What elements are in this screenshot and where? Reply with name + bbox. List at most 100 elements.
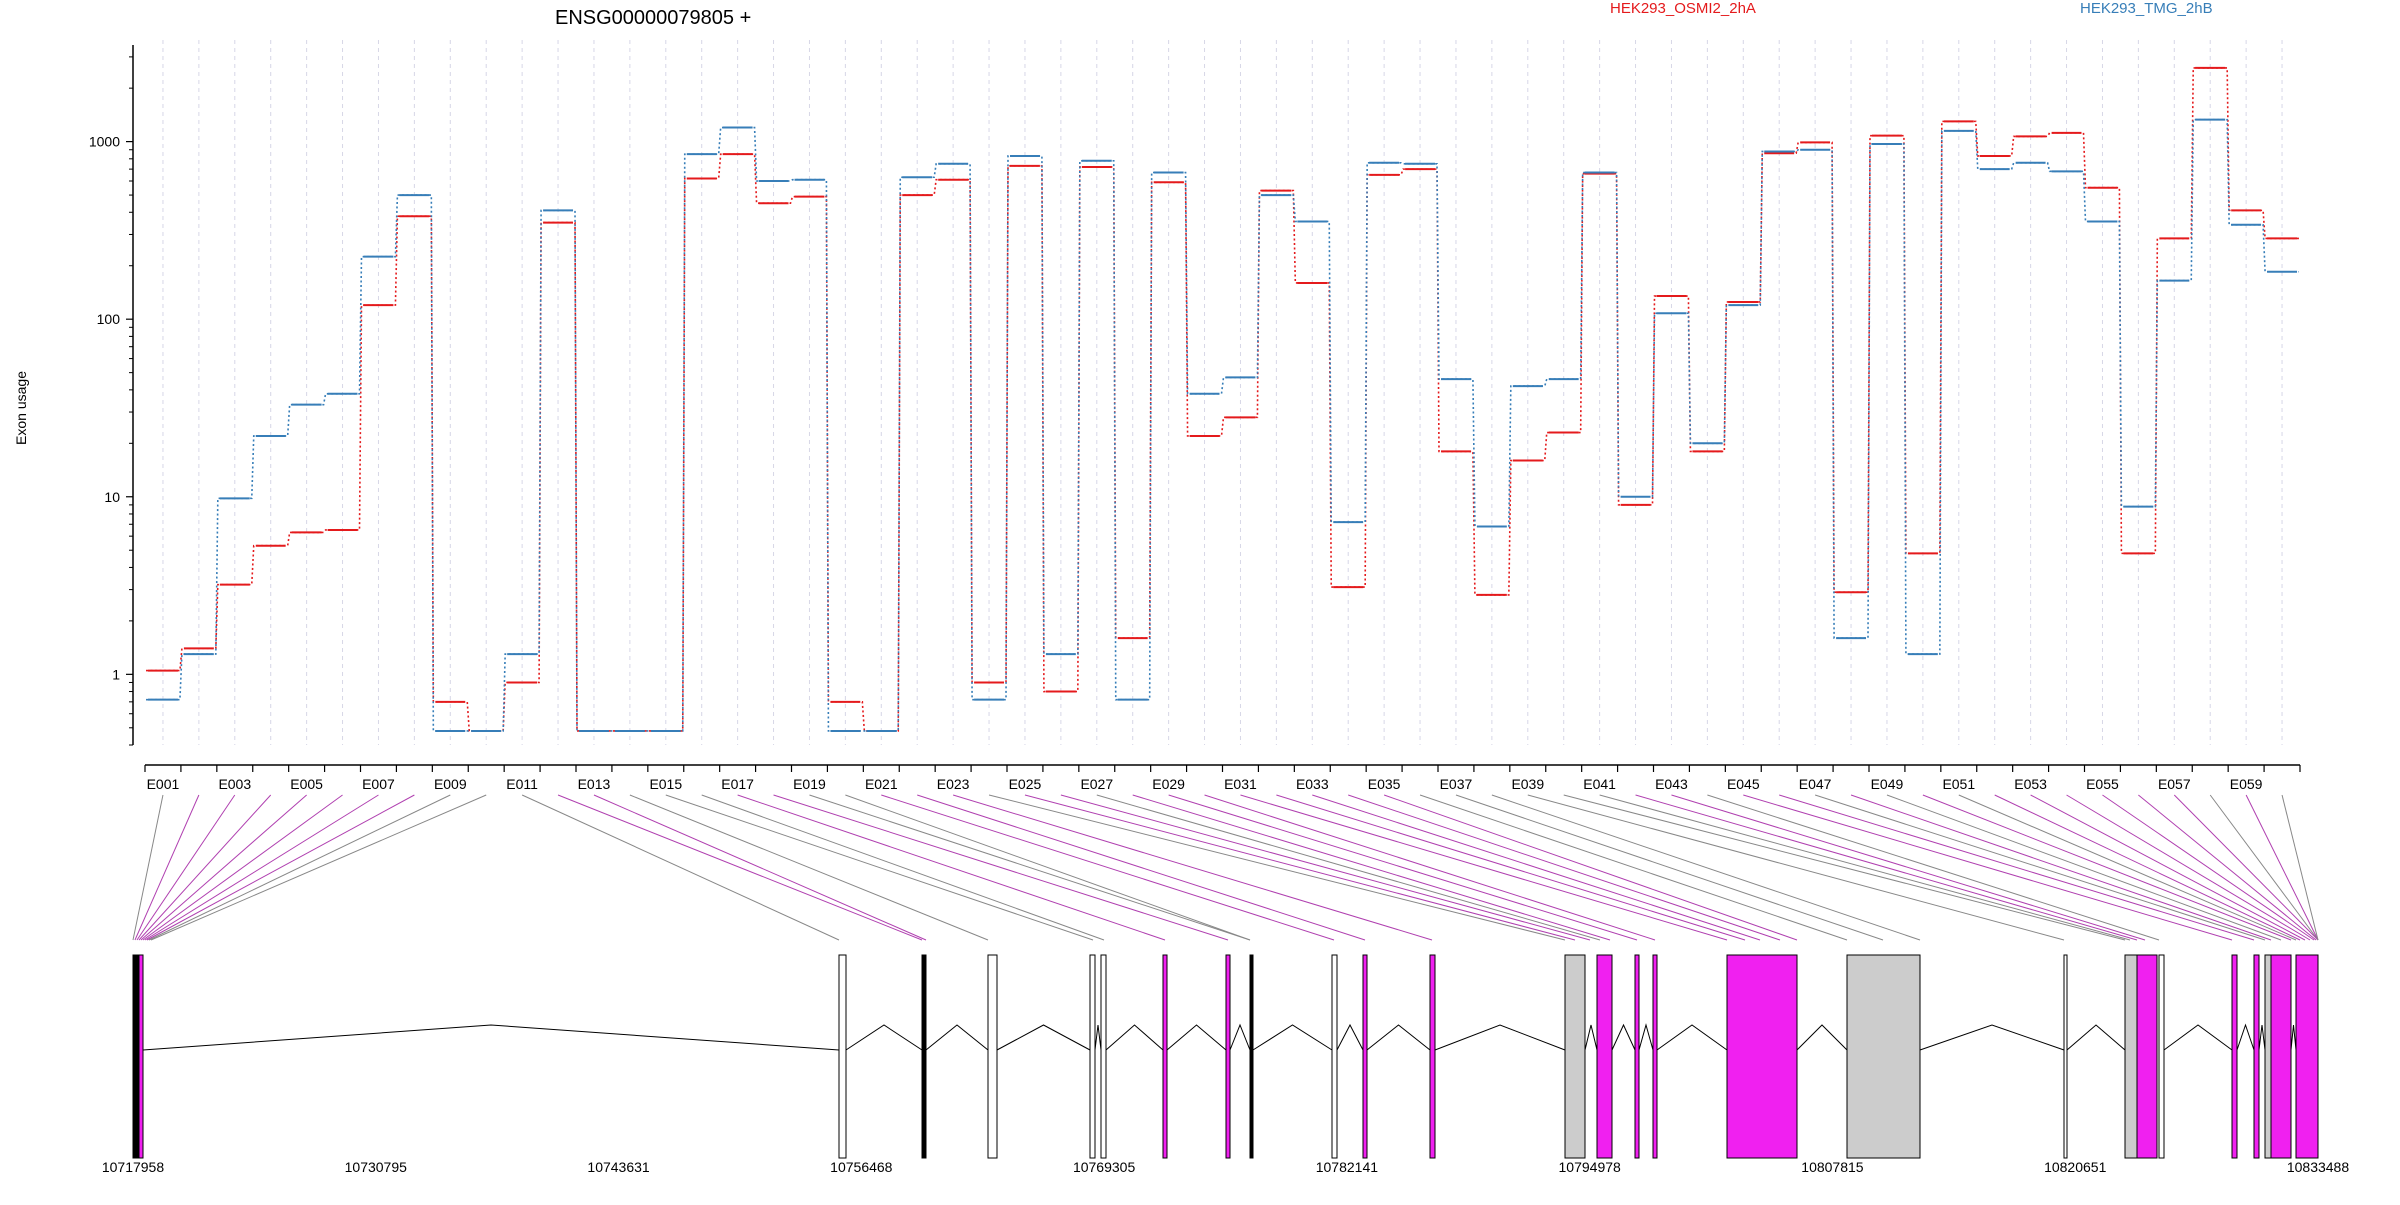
intron-line [925,1024,989,1051]
chart-title: ENSG00000079805 + [555,7,751,29]
connector-line [988,794,1566,941]
intron-line [1336,1023,1364,1051]
x-tick-label: E045 [1727,776,1760,792]
connector-line [1994,794,2301,941]
intron-line [1434,1024,1566,1051]
connector-line [150,794,487,941]
connector-layer [132,794,2319,941]
exon-box [1429,954,1436,1159]
exon-box [921,954,927,1159]
connector-line [1886,794,2282,941]
x-tick-label: E055 [2086,776,2119,792]
connector-line [1707,794,2160,941]
exon-box [2158,954,2165,1159]
genomic-coordinate-label: 10730795 [345,1159,408,1175]
connector-line [521,794,840,941]
connector-line [144,794,379,941]
x-tick-label: E007 [362,776,395,792]
connector-line [881,794,1335,941]
connector-line [1240,794,1728,941]
connector-line [146,794,415,941]
connector-line [809,794,1251,941]
intron-line [1919,1024,2065,1051]
intron-line [1252,1024,1333,1051]
intron-line [2163,1024,2233,1051]
x-tick-label: E053 [2014,776,2047,792]
exon-box [2270,954,2292,1159]
x-tick-label: E005 [290,776,323,792]
intron-line [1584,1024,1598,1051]
intron-line [1611,1023,1636,1051]
x-tick-label: E009 [434,776,467,792]
grid-layer [162,40,2283,745]
intron-line [2236,1023,2255,1051]
exon-box [2063,954,2068,1159]
series-step-path [146,118,2299,732]
exon-box [2124,954,2138,1159]
x-tick-label: E015 [649,776,682,792]
gene-model: 10717958 10730795 10743631 10756468 10769305… [102,954,2349,1175]
connector-line [1563,794,2126,941]
x-tick-label: E057 [2158,776,2191,792]
x-tick-label: E023 [937,776,970,792]
connector-line [952,794,1433,941]
intron-line [1656,1024,1728,1051]
x-tick-label: E047 [1799,776,1832,792]
intron-line [845,1024,923,1051]
x-tick-label: E025 [1009,776,1042,792]
exon-box [1362,954,1368,1159]
exon-box [1162,954,1168,1159]
connector-line [1348,794,1781,941]
connector-line [2102,794,2315,941]
connector-line [557,794,923,941]
connector-line [148,794,451,941]
x-tick-label: E035 [1368,776,1401,792]
exon-box [1564,954,1586,1159]
x-tick-label: E031 [1224,776,1257,792]
x-tick-label: E059 [2230,776,2263,792]
legend-entry-osmi2: HEK293_OSMI2_2hA [1610,0,1756,17]
connector-line [1922,794,2292,941]
connector-line [1204,794,1656,941]
exon-box [1634,954,1640,1159]
x-tick-label: E001 [147,776,180,792]
intron-line [1229,1023,1251,1051]
intron-line [1796,1024,1848,1051]
connector-line [593,794,927,941]
intron-line [1166,1024,1227,1051]
x-tick-label: E011 [506,776,538,792]
x-tick-label: E043 [1655,776,1688,792]
exon-box [1225,954,1231,1159]
genomic-coordinate-label: 10794978 [1559,1159,1622,1175]
connector-line [1635,794,2138,941]
genomic-coordinate-label: 10717958 [102,1159,165,1175]
y-tick-label: 1000 [89,134,120,150]
x-tick-label: E039 [1511,776,1544,792]
x-tick-label: E051 [1942,776,1975,792]
connector-line [1599,794,2131,941]
intron-line [1366,1024,1431,1051]
connector-line [1958,794,2297,941]
connector-line [1060,794,1591,941]
exon-box [2253,954,2260,1159]
x-tick-label: E027 [1080,776,1113,792]
intron-line [1638,1023,1654,1051]
exon-box [1726,954,1798,1159]
x-tick-label: E041 [1583,776,1616,792]
connector-line [1814,794,2266,941]
intron-line [2258,1024,2266,1051]
genomic-coordinate-label: 10807815 [1801,1159,1864,1175]
genomic-coordinate-label: 10782141 [1316,1159,1379,1175]
connector-line [1491,794,1921,941]
connector-line [1276,794,1746,941]
series-layer [146,66,2299,732]
connector-line [138,794,272,941]
connector-line [2281,794,2319,941]
connector-line [1024,794,1576,941]
intron-line [1094,1024,1102,1051]
exon-box [1846,954,1921,1159]
intron-line [2290,1024,2297,1051]
exon-box [132,954,140,1159]
